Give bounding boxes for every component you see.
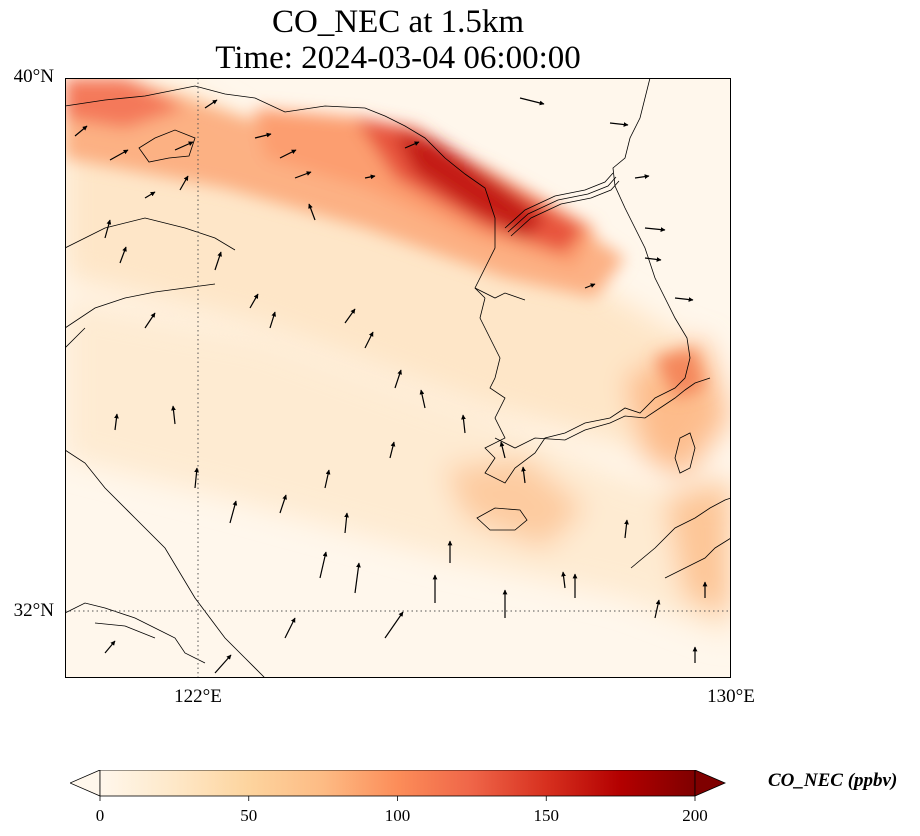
wind-vector-arrow [364,174,376,180]
wind-vector-arrow [319,551,328,579]
colorbar-tick-label: 50 [240,806,257,825]
wind-vector-arrow [119,246,127,264]
map-title: CO_NEC at 1.5km [271,4,525,40]
wind-vector-arrow [644,257,662,262]
wind-vector-arrow [609,122,629,127]
colorbar: 0 50 100 150 200 [70,770,726,825]
wind-vector-arrow [214,251,222,271]
wind-vector-arrow [214,654,232,674]
colorbar-tick-label: 150 [534,806,560,825]
wind-vector-arrow [204,99,218,109]
wind-vector-arrow [269,311,277,329]
colorbar-tick-label: 0 [96,806,105,825]
lon-tick-label-122e: 122°E [174,686,222,707]
wind-vector-arrow [394,369,402,389]
wind-vector-arrow [104,640,116,654]
wind-vector-arrow [461,414,466,434]
wind-vector-arrow [279,149,297,159]
wind-vector-arrow [144,312,156,329]
colorbar-tick-label: 100 [385,806,411,825]
lat-tick-label-32n: 32°N [13,600,54,621]
wind-vector-arrow [561,571,566,589]
lat-tick-label-40n: 40°N [13,66,54,87]
map-subtitle-time: Time: 2024-03-04 06:00:00 [215,40,581,76]
wind-vector-arrow [521,466,526,484]
wind-vector-arrow [324,469,331,489]
colorbar-extend-min [70,770,101,797]
wind-vector-arrow [194,467,199,489]
wind-vector-arrow [519,97,545,106]
wind-vector-arrow [634,174,650,179]
wind-vector-arrow [229,500,238,524]
coastline [65,78,731,678]
colorbar-tick-label: 200 [682,806,708,825]
wind-vector-arrow [109,149,129,161]
map-panel [65,78,731,678]
lon-tick-label-130e: 130°E [707,686,755,707]
wind-vector-arrow [171,405,176,425]
wind-vector-arrow [584,283,596,289]
colorbar-extend-max [694,770,726,797]
map-border [65,78,731,678]
wind-vector-arrow [674,297,694,302]
wind-vector-arrow [654,599,661,619]
wind-vector-arrow [419,389,426,409]
gridlines [65,78,731,678]
wind-vectors [74,97,708,674]
wind-vector-arrow [174,141,194,151]
wind-vector-arrow [284,617,296,639]
wind-vector-arrow [308,203,316,221]
wind-vector-arrow [354,562,361,594]
wind-vector-arrow [114,413,119,431]
wind-vector-arrow [499,441,506,459]
wind-vector-arrow [144,191,156,199]
co-concentration-field [65,78,731,638]
wind-vector-arrow [389,441,396,459]
wind-vector-arrow [254,132,272,139]
wind-vector-arrow [364,331,374,349]
wind-vector-arrow [279,494,287,514]
wind-vector-arrow [644,227,666,232]
country-border [504,172,620,237]
wind-vector-arrow [384,611,404,639]
colorbar-label: CO_NEC (ppbv) [768,770,898,791]
wind-vector-arrow [104,219,112,239]
wind-vector-arrow [404,141,420,149]
colorbar-bar [99,770,696,797]
wind-vector-arrow [179,175,189,191]
wind-vector-arrow [344,512,349,534]
wind-vector-arrow [249,293,259,309]
wind-vector-arrow [294,171,312,179]
wind-vector-arrow [624,519,629,539]
wind-vector-arrow [74,125,88,137]
wind-vector-arrow [344,308,356,324]
